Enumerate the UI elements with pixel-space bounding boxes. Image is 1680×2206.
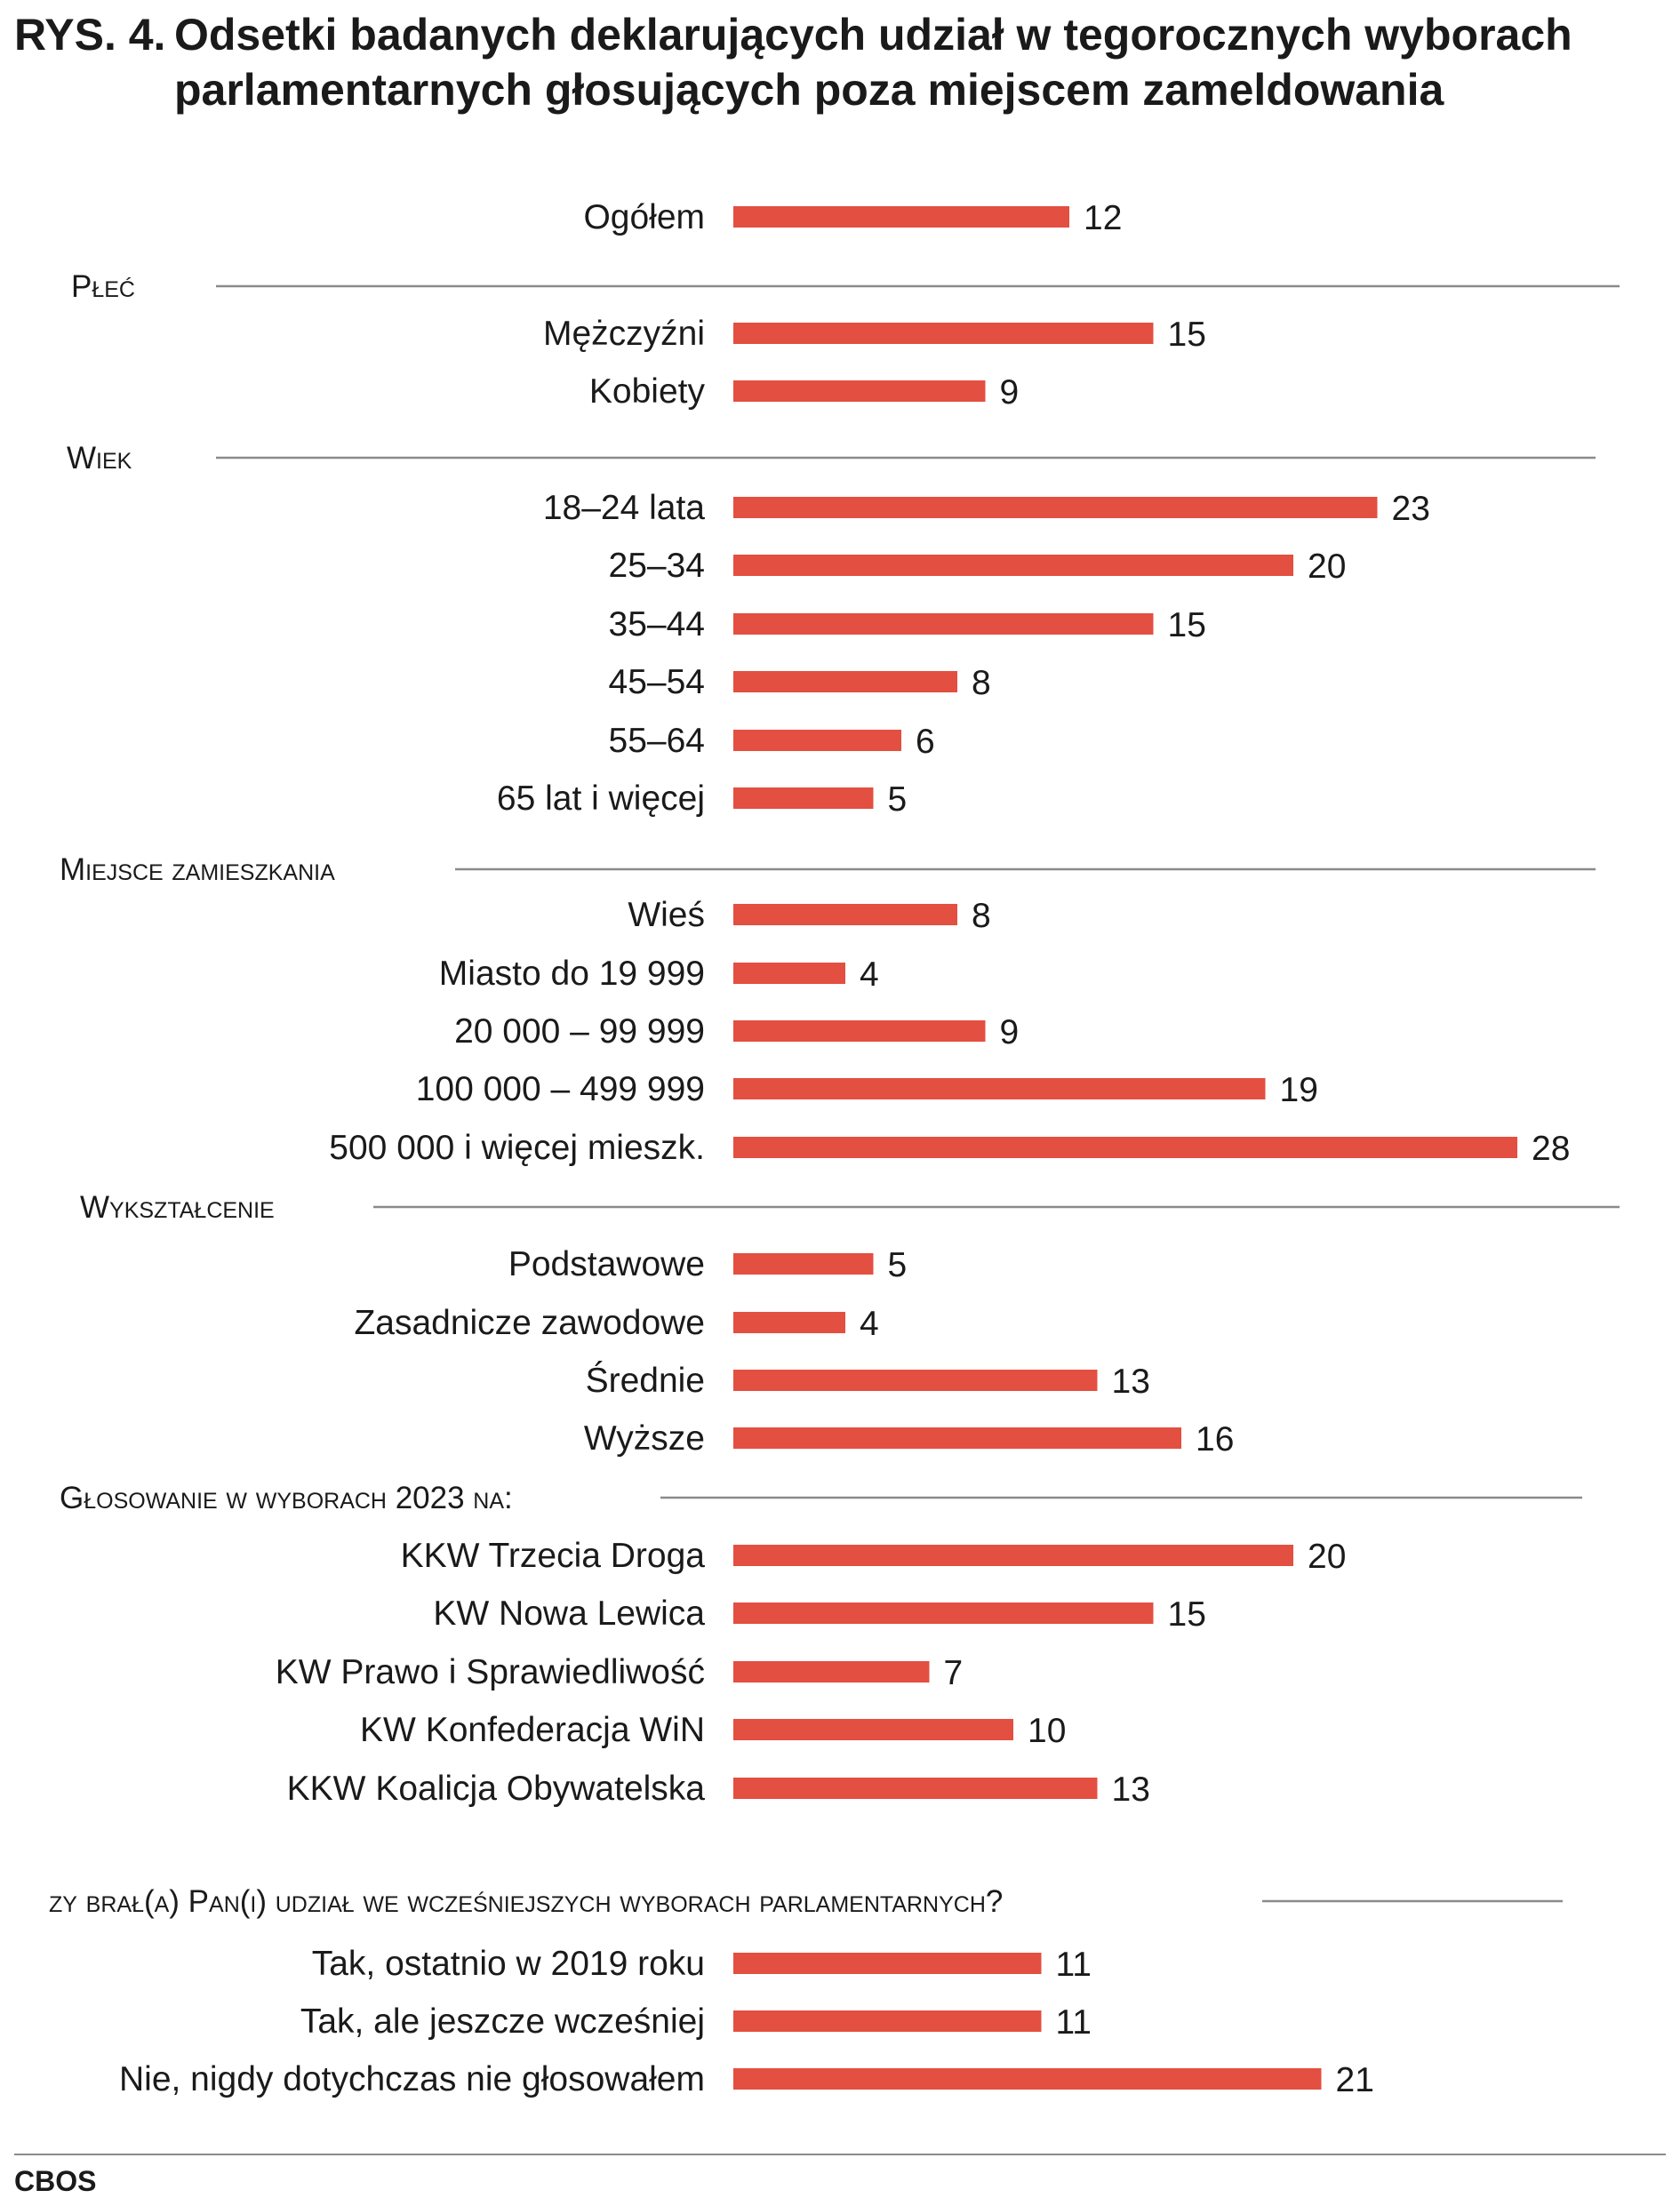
bar	[733, 1427, 1181, 1449]
value-label: 4	[860, 1305, 879, 1343]
bar	[733, 904, 957, 925]
bar	[733, 671, 957, 692]
bar	[733, 1545, 1293, 1566]
bar	[733, 497, 1378, 518]
bar	[733, 1253, 874, 1275]
bar	[733, 1719, 1013, 1740]
value-label: 11	[1056, 2003, 1092, 2042]
category-label: 18–24 lata	[543, 489, 705, 527]
category-label: 500 000 i więcej mieszk.	[329, 1129, 705, 1167]
category-label: Tak, ale jeszcze wcześniej	[300, 2002, 705, 2041]
bar	[733, 1370, 1098, 1391]
value-label: 15	[1168, 1595, 1206, 1634]
bar	[733, 2068, 1322, 2090]
bar	[733, 1137, 1517, 1158]
bar	[733, 1778, 1098, 1799]
bar	[733, 1020, 986, 1042]
category-label: KKW Koalicja Obywatelska	[287, 1770, 706, 1808]
value-label: 16	[1196, 1420, 1234, 1459]
value-label: 8	[972, 664, 991, 702]
bar	[733, 1953, 1042, 1974]
category-label: Wieś	[628, 896, 705, 934]
value-label: 5	[888, 1246, 908, 1284]
value-label: 20	[1308, 548, 1346, 586]
category-label: Miasto do 19 999	[439, 955, 705, 993]
bar	[733, 1078, 1266, 1099]
category-label: KKW Trzecia Droga	[401, 1537, 706, 1575]
category-label: Średnie	[586, 1360, 705, 1400]
category-label: 20 000 – 99 999	[454, 1012, 705, 1051]
value-label: 19	[1280, 1071, 1318, 1109]
section-label: Głosowanie w wyborach 2023 na:	[60, 1481, 513, 1515]
value-label: 13	[1112, 1363, 1150, 1401]
figure-title-line-1: Odsetki badanych deklarujących udział w …	[174, 10, 1572, 60]
value-label: 15	[1168, 606, 1206, 644]
bar	[733, 1603, 1154, 1624]
value-label: 7	[944, 1654, 964, 1692]
value-label: 11	[1056, 1946, 1092, 1984]
bar	[733, 555, 1293, 576]
category-label: Podstawowe	[508, 1245, 705, 1283]
category-label: Kobiety	[589, 372, 706, 411]
category-label: 45–54	[609, 663, 705, 701]
bar	[733, 730, 901, 751]
category-label: Wyższe	[584, 1419, 705, 1458]
value-label: 4	[860, 955, 879, 994]
bar	[733, 2010, 1042, 2032]
category-label: Mężczyźni	[543, 315, 705, 353]
bar-chart: Ogółem 12 Płeć Mężczyźni 15 Kobiety 9 Wiek 18–24…	[49, 198, 1620, 2099]
category-label: Tak, ostatnio w 2019 roku	[312, 1945, 705, 1983]
figure-title: RYS. 4. Odsetki badanych deklarujących u…	[14, 7, 1614, 117]
value-label: 10	[1028, 1712, 1066, 1750]
footer-divider	[14, 2154, 1666, 2155]
section-label: Miejsce zamieszkania	[60, 852, 335, 887]
category-label: KW Prawo i Sprawiedliwość	[276, 1653, 705, 1691]
value-label: 28	[1532, 1130, 1570, 1168]
category-label: 55–64	[609, 722, 705, 760]
value-label: 9	[1000, 1013, 1020, 1051]
bar	[733, 1661, 930, 1682]
category-label: KW Nowa Lewica	[433, 1595, 705, 1633]
category-label: 65 lat i więcej	[497, 779, 705, 818]
figure-title-line-2: parlamentarnych głosujących poza miejsce…	[174, 65, 1444, 115]
bar	[733, 613, 1154, 635]
category-label: Nie, nigdy dotychczas nie głosowałem	[119, 2060, 705, 2098]
bar	[733, 787, 874, 809]
bar	[733, 1312, 845, 1333]
section-label: Płeć	[71, 269, 135, 304]
value-label: 9	[1000, 373, 1020, 412]
value-label: 21	[1336, 2061, 1374, 2099]
value-label: 6	[916, 723, 935, 761]
section-label: Wykształcenie	[80, 1190, 275, 1225]
bar	[733, 380, 986, 402]
value-label: 20	[1308, 1538, 1346, 1576]
category-label: 25–34	[609, 547, 705, 585]
bar	[733, 963, 845, 984]
value-label: 12	[1084, 199, 1122, 237]
section-label: Wiek	[67, 441, 132, 476]
value-label: 5	[888, 780, 908, 819]
category-label: Zasadnicze zawodowe	[354, 1304, 705, 1342]
category-label: KW Konfederacja WiN	[360, 1711, 705, 1749]
category-label: Ogółem	[583, 198, 705, 236]
category-label: 35–44	[609, 605, 705, 643]
section-label: zy brał(a) Pan(i) udział we wcześniejszy…	[49, 1884, 1003, 1919]
category-label: 100 000 – 499 999	[416, 1070, 705, 1108]
value-label: 23	[1392, 490, 1430, 528]
value-label: 8	[972, 897, 991, 935]
figure-number: RYS. 4.	[14, 10, 166, 60]
bar	[733, 323, 1154, 344]
value-label: 13	[1112, 1770, 1150, 1809]
source-label: CBOS	[14, 2165, 97, 2197]
value-label: 15	[1168, 316, 1206, 354]
bar	[733, 206, 1069, 228]
